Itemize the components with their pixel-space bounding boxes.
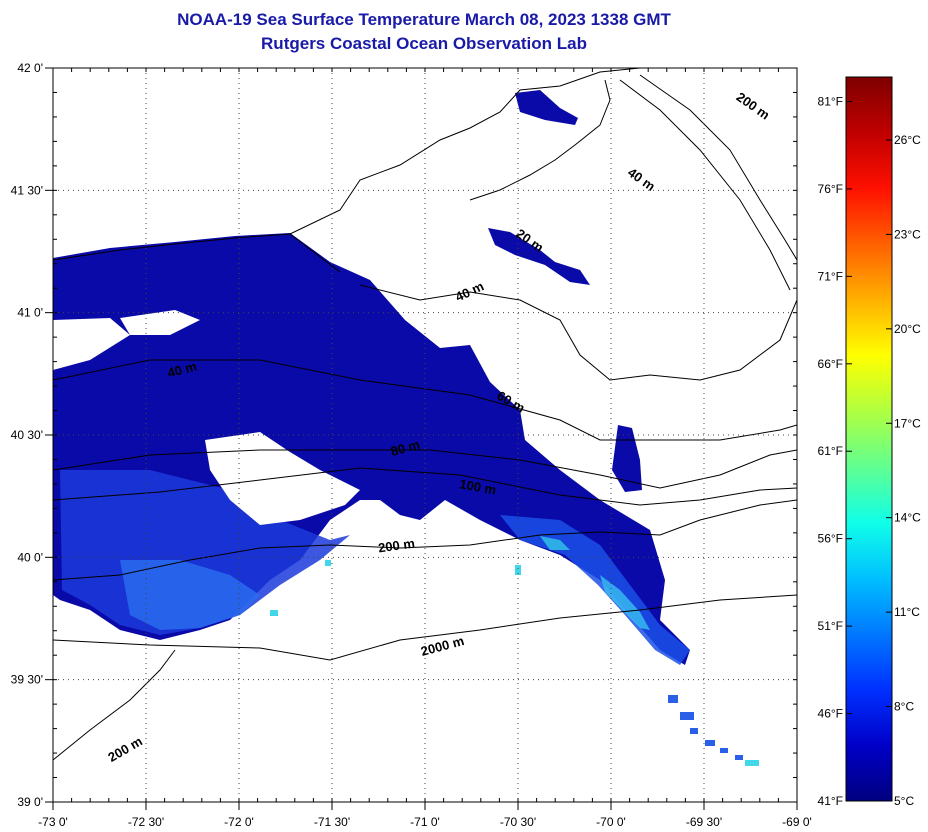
lon-tick-label: -71 30' bbox=[314, 815, 350, 829]
sst-scatter-cyan bbox=[270, 560, 759, 766]
coastline-cape-cod bbox=[469, 79, 611, 201]
sst-region-cape-cod-bay bbox=[515, 90, 578, 125]
isobath-200m-south bbox=[53, 649, 176, 761]
colorbar-label-fahrenheit: 66°F bbox=[818, 357, 843, 371]
isobath-2000m bbox=[53, 594, 797, 661]
lat-tick-label: 42 0' bbox=[17, 61, 43, 75]
colorbar-label-celsius: 8°C bbox=[894, 700, 914, 714]
isobath-200m bbox=[53, 499, 797, 581]
isobath-80m bbox=[53, 449, 797, 489]
isobath-60m bbox=[53, 359, 797, 441]
colorbar-label-celsius: 23°C bbox=[894, 227, 921, 241]
colorbar-label-celsius: 5°C bbox=[894, 794, 914, 808]
map-title: NOAA-19 Sea Surface Temperature March 08… bbox=[177, 10, 671, 29]
colorbar-scale bbox=[845, 76, 893, 802]
colorbar-label-fahrenheit: 61°F bbox=[818, 444, 843, 458]
colorbar-label-celsius: 26°C bbox=[894, 133, 921, 147]
coastline-long-island bbox=[53, 233, 341, 273]
colorbar-label-fahrenheit: 46°F bbox=[818, 707, 843, 721]
sst-scatter-southeast bbox=[668, 695, 743, 760]
lon-tick-label: -70 0' bbox=[596, 815, 626, 829]
colorbar-label-fahrenheit: 41°F bbox=[818, 794, 843, 808]
cloud-gap-1 bbox=[205, 432, 360, 525]
colorbar-label-celsius: 11°C bbox=[894, 605, 920, 619]
lon-tick-label: -69 0' bbox=[782, 815, 812, 829]
lon-tick-label: -71 0' bbox=[410, 815, 440, 829]
lon-tick-label: -72 30' bbox=[128, 815, 164, 829]
isobath-100m bbox=[53, 467, 797, 506]
colorbar-label-celsius: 20°C bbox=[894, 322, 921, 336]
cloud-gap-2 bbox=[120, 310, 200, 335]
lon-tick-label: -73 0' bbox=[38, 815, 68, 829]
lon-tick-label: -69 30' bbox=[686, 815, 722, 829]
cloud-gap-3 bbox=[53, 318, 130, 370]
colorbar-label-fahrenheit: 76°F bbox=[818, 182, 843, 196]
contour-label: 100 m bbox=[458, 476, 497, 497]
colorbar-label-fahrenheit: 81°F bbox=[818, 94, 843, 108]
axis-ticks: -73 0' -72 30' -72 0' -71 30' -71 0' -70 30' -… bbox=[11, 61, 812, 829]
sst-region-georges-patch bbox=[612, 425, 642, 492]
colorbar-label-fahrenheit: 71°F bbox=[818, 269, 843, 283]
contour-label: 80 m bbox=[389, 437, 422, 459]
colorbar-label-celsius: 17°C bbox=[894, 416, 921, 430]
contour-label: 40 m bbox=[166, 358, 199, 380]
colorbar-labels: 5°C 8°C 11°C 14°C 17°C 20°C 23°C 26°C 41°F 46°F 51… bbox=[818, 94, 922, 808]
lon-tick-label: -70 30' bbox=[500, 815, 536, 829]
isobath-georges-bank-2 bbox=[639, 74, 797, 261]
colorbar: 5°C 8°C 11°C 14°C 17°C 20°C 23°C 26°C 41°F 46°F 51… bbox=[818, 76, 922, 808]
map-subtitle: Rutgers Coastal Ocean Observation Lab bbox=[261, 34, 587, 53]
lat-tick-label: 40 30' bbox=[11, 428, 43, 442]
map-grid bbox=[53, 68, 797, 802]
isobath-40m-north bbox=[359, 284, 797, 381]
lat-tick-label: 40 0' bbox=[17, 550, 43, 564]
lat-tick-label: 39 30' bbox=[11, 673, 43, 687]
lat-tick-label: 39 0' bbox=[17, 795, 43, 809]
isobath-georges-bank bbox=[619, 79, 791, 291]
lat-tick-label: 41 0' bbox=[17, 306, 43, 320]
colorbar-label-fahrenheit: 51°F bbox=[818, 619, 843, 633]
sst-region-nantucket-sound bbox=[488, 228, 590, 285]
contour-label: 200 m bbox=[377, 536, 416, 556]
sst-region-warm-patch bbox=[540, 536, 570, 550]
colorbar-label-celsius: 14°C bbox=[894, 511, 921, 525]
contour-lines bbox=[53, 68, 797, 761]
lat-tick-label: 41 30' bbox=[11, 183, 43, 197]
lon-tick-label: -72 0' bbox=[224, 815, 254, 829]
sst-region-warm-slope bbox=[120, 560, 260, 630]
colorbar-label-fahrenheit: 56°F bbox=[818, 532, 843, 546]
sst-region-warm-filament bbox=[600, 575, 650, 630]
sst-data-layer bbox=[53, 90, 759, 766]
